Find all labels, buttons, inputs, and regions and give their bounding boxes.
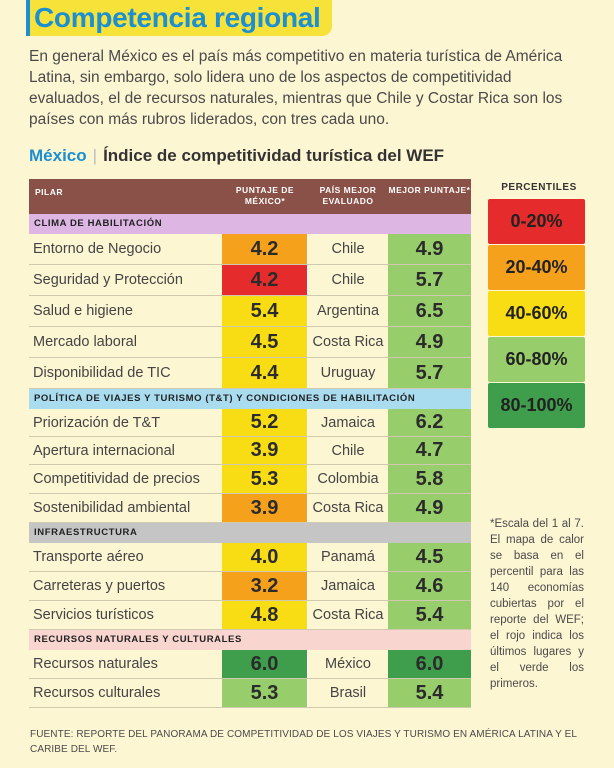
best-country-cell: Brasil <box>329 685 367 701</box>
mexico-score-cell: 4.0 <box>222 543 308 571</box>
pilar-cell: Seguridad y Protección <box>33 272 183 288</box>
best-country-cell: Colombia <box>317 471 379 487</box>
best-score-cell: 6.2 <box>388 409 471 436</box>
header-pilar: PILAR <box>35 187 63 197</box>
pilar-cell: Recursos naturales <box>33 656 158 672</box>
table-row: Priorización de T&T 5.2 Jamaica 6.2 <box>29 409 471 437</box>
mexico-score-cell: 3.9 <box>222 437 308 464</box>
best-country-cell: Panamá <box>320 549 375 565</box>
pilar-cell: Transporte aéreo <box>33 549 144 565</box>
pilar-cell: Servicios turísticos <box>33 607 154 623</box>
page-title: Competencia regional <box>34 2 321 33</box>
percentile-box: 80-100% <box>488 383 585 428</box>
percentile-box: 20-40% <box>488 245 585 290</box>
best-score-cell: 5.8 <box>388 465 471 493</box>
section-header: CLIMA DE HABILITACIÓN <box>29 214 471 234</box>
best-country-cell: Chile <box>331 241 365 257</box>
pilar-cell: Apertura internacional <box>33 442 175 459</box>
header-score: PUNTAJE DE MÉXICO* <box>235 185 295 206</box>
subtitle-country: México <box>29 146 87 165</box>
mexico-score-cell: 5.4 <box>222 296 308 326</box>
best-score-cell: 4.9 <box>388 234 471 264</box>
table-row: Transporte aéreo 4.0 Panamá 4.5 <box>29 543 471 572</box>
pilar-cell: Priorización de T&T <box>33 414 161 431</box>
competitiveness-table: PILAR PUNTAJE DE MÉXICO* PAÍS MEJOR EVAL… <box>29 179 471 708</box>
table-body: CLIMA DE HABILITACIÓN Entorno de Negocio 4… <box>29 214 471 708</box>
source-footer: FUENTE: REPORTE DEL PANORAMA DE COMPETIT… <box>30 729 577 755</box>
percentiles-title: PERCENTILES <box>501 182 577 193</box>
section-header: RECURSOS NATURALES Y CULTURALES <box>29 630 471 650</box>
pilar-cell: Competitividad de precios <box>33 471 200 487</box>
best-score-cell: 5.7 <box>388 265 471 295</box>
best-country-cell: Argentina <box>316 303 380 319</box>
table-row: Carreteras y puertos 3.2 Jamaica 4.6 <box>29 572 471 601</box>
best-score-cell: 5.7 <box>388 358 471 388</box>
best-score-cell: 4.7 <box>388 437 471 464</box>
best-country-cell: Costa Rica <box>312 500 384 516</box>
table-row: Servicios turísticos 4.8 Costa Rica 5.4 <box>29 601 471 630</box>
best-country-cell: Uruguay <box>320 365 376 381</box>
header-best-score: MEJOR PUNTAJE* <box>388 185 471 195</box>
mexico-score-cell: 3.9 <box>222 494 308 522</box>
best-country-cell: Chile <box>331 272 365 288</box>
pilar-cell: Mercado laboral <box>33 334 137 350</box>
percentile-box: 40-60% <box>488 291 585 336</box>
table-row: Apertura internacional 3.9 Chile 4.7 <box>29 437 471 465</box>
table-row: Disponibilidad de TIC 4.4 Uruguay 5.7 <box>29 358 471 389</box>
table-header: PILAR PUNTAJE DE MÉXICO* PAÍS MEJOR EVAL… <box>29 179 471 214</box>
table-row: Sostenibilidad ambiental 3.9 Costa Rica 4.9 <box>29 494 471 523</box>
pilar-cell: Recursos culturales <box>33 685 161 701</box>
best-score-cell: 6.0 <box>388 650 471 678</box>
best-country-cell: Jamaica <box>321 578 375 594</box>
best-score-cell: 4.6 <box>388 572 471 600</box>
pilar-cell: Disponibilidad de TIC <box>33 365 171 381</box>
mexico-score-cell: 4.5 <box>222 327 308 357</box>
mexico-score-cell: 4.2 <box>222 265 308 295</box>
table-row: Mercado laboral 4.5 Costa Rica 4.9 <box>29 327 471 358</box>
pilar-cell: Carreteras y puertos <box>33 578 166 594</box>
mexico-score-cell: 3.2 <box>222 572 308 600</box>
best-country-cell: México <box>325 656 371 672</box>
mexico-score-cell: 4.2 <box>222 234 308 264</box>
pilar-cell: Entorno de Negocio <box>33 241 162 257</box>
best-score-cell: 5.4 <box>388 601 471 629</box>
best-country-cell: Costa Rica <box>312 334 384 350</box>
mexico-score-cell: 5.2 <box>222 409 308 436</box>
table-row: Recursos culturales 5.3 Brasil 5.4 <box>29 679 471 708</box>
best-score-cell: 4.9 <box>388 494 471 522</box>
section-header: POLÍTICA DE VIAJES Y TURISMO (T&T) Y CON… <box>29 389 471 409</box>
best-score-cell: 5.4 <box>388 679 471 707</box>
table-subtitle: México | Índice de competitividad turístic… <box>29 146 444 166</box>
scale-note: *Escala del 1 al 7. El mapa de calor se … <box>490 518 584 690</box>
best-country-cell: Chile <box>331 442 365 459</box>
table-row: Recursos naturales 6.0 México 6.0 <box>29 650 471 679</box>
percentile-box: 0-20% <box>488 199 585 244</box>
intro-paragraph: En general México es el país más competi… <box>29 48 563 128</box>
table-row: Competitividad de precios 5.3 Colombia 5.8 <box>29 465 471 494</box>
mexico-score-cell: 5.3 <box>222 679 308 707</box>
best-score-cell: 4.9 <box>388 327 471 357</box>
percentile-box: 60-80% <box>488 337 585 382</box>
table-row: Entorno de Negocio 4.2 Chile 4.9 <box>29 234 471 265</box>
best-score-cell: 4.5 <box>388 543 471 571</box>
best-country-cell: Jamaica <box>321 414 375 431</box>
table-row: Seguridad y Protección 4.2 Chile 5.7 <box>29 265 471 296</box>
mexico-score-cell: 4.4 <box>222 358 308 388</box>
table-row: Salud e higiene 5.4 Argentina 6.5 <box>29 296 471 327</box>
title-accent-bar <box>26 0 30 36</box>
header-best-country: PAÍS MEJOR EVALUADO <box>319 185 377 206</box>
subtitle-separator: | <box>92 146 98 165</box>
best-score-cell: 6.5 <box>388 296 471 326</box>
mexico-score-cell: 6.0 <box>222 650 308 678</box>
mexico-score-cell: 5.3 <box>222 465 308 493</box>
section-header: INFRAESTRUCTURA <box>29 523 471 543</box>
title-banner <box>26 0 332 36</box>
pilar-cell: Sostenibilidad ambiental <box>33 500 191 516</box>
best-country-cell: Costa Rica <box>312 607 384 623</box>
subtitle-name: Índice de competitividad turística del W… <box>103 146 445 165</box>
pilar-cell: Salud e higiene <box>33 303 133 319</box>
mexico-score-cell: 4.8 <box>222 601 308 629</box>
